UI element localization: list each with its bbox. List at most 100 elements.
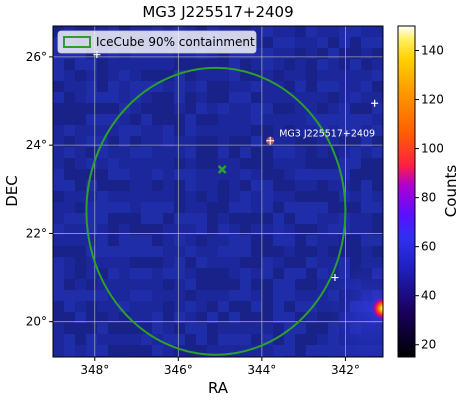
heatmap-cell	[174, 125, 185, 136]
heatmap-cell	[130, 158, 141, 169]
heatmap-cell	[141, 81, 152, 92]
heatmap-cell	[251, 125, 262, 136]
heatmap-cell	[86, 114, 97, 125]
heatmap-cell	[130, 323, 141, 334]
heatmap-cell	[185, 136, 196, 147]
heatmap-cell	[218, 191, 229, 202]
heatmap-cell	[64, 279, 75, 290]
heatmap-cell	[339, 147, 350, 158]
heatmap-cell	[53, 147, 64, 158]
heatmap-cell	[317, 290, 328, 301]
heatmap-cell	[273, 213, 284, 224]
heatmap-cell	[306, 70, 317, 81]
heatmap-cell	[185, 103, 196, 114]
heatmap-cell	[207, 125, 218, 136]
heatmap-cell	[218, 136, 229, 147]
heatmap-cell	[130, 202, 141, 213]
heatmap-cell	[53, 70, 64, 81]
heatmap-cell	[240, 334, 251, 345]
heatmap-cell	[97, 92, 108, 103]
heatmap-cell	[163, 345, 174, 356]
heatmap-cell	[229, 147, 240, 158]
heatmap-cell	[284, 268, 295, 279]
heatmap-cell	[152, 48, 163, 59]
heatmap-cell	[317, 246, 328, 257]
heatmap-cell	[218, 301, 229, 312]
heatmap-cell	[64, 323, 75, 334]
heatmap-cell	[163, 290, 174, 301]
heatmap-cell	[53, 246, 64, 257]
heatmap-cell	[152, 279, 163, 290]
heatmap-cell	[295, 59, 306, 70]
heatmap-cell	[372, 169, 383, 180]
heatmap-cell	[251, 345, 262, 356]
heatmap-cell	[317, 356, 328, 357]
heatmap-cell	[130, 125, 141, 136]
heatmap-cell	[97, 70, 108, 81]
heatmap-cell	[108, 356, 119, 357]
heatmap-cell	[64, 180, 75, 191]
heatmap-cell	[339, 169, 350, 180]
y-tick-label: 24°	[26, 138, 47, 152]
heatmap-cell	[108, 323, 119, 334]
heatmap-cell	[163, 81, 174, 92]
heatmap-cell	[141, 59, 152, 70]
heatmap-cell	[163, 334, 174, 345]
heatmap-cell	[306, 301, 317, 312]
heatmap-cell	[295, 334, 306, 345]
heatmap-cell	[64, 103, 75, 114]
heatmap-cell	[64, 202, 75, 213]
heatmap-cell	[108, 202, 119, 213]
heatmap-cell	[75, 257, 86, 268]
heatmap-cell	[262, 158, 273, 169]
heatmap-cell	[306, 191, 317, 202]
colorbar-label: Counts	[442, 165, 460, 218]
heatmap-cell	[174, 147, 185, 158]
heatmap-cell	[53, 48, 64, 59]
heatmap-cell	[119, 323, 130, 334]
heatmap-cell	[218, 59, 229, 70]
heatmap-cell	[185, 169, 196, 180]
heatmap-cell	[64, 70, 75, 81]
heatmap-cell	[262, 334, 273, 345]
heatmap-cell	[306, 59, 317, 70]
heatmap-cell	[86, 224, 97, 235]
heatmap-cell	[64, 268, 75, 279]
heatmap-cell	[207, 323, 218, 334]
heatmap-cell	[229, 301, 240, 312]
heatmap-cell	[273, 103, 284, 114]
heatmap-cell	[229, 235, 240, 246]
heatmap-cell	[108, 158, 119, 169]
heatmap-cell	[196, 114, 207, 125]
heatmap-cell	[372, 59, 383, 70]
heatmap-cell	[273, 147, 284, 158]
heatmap-cell	[317, 26, 328, 37]
heatmap-cell	[130, 246, 141, 257]
heatmap-cell	[262, 246, 273, 257]
heatmap-cell	[306, 147, 317, 158]
heatmap-cell	[229, 323, 240, 334]
heatmap-cell	[328, 37, 339, 48]
heatmap-cell	[273, 158, 284, 169]
heatmap-cell	[262, 312, 273, 323]
heatmap-cell	[174, 114, 185, 125]
heatmap-cell	[97, 103, 108, 114]
heatmap-cell	[262, 279, 273, 290]
heatmap-noise	[53, 26, 383, 357]
heatmap-cell	[361, 202, 372, 213]
heatmap-cell	[53, 345, 64, 356]
heatmap-cell	[185, 257, 196, 268]
heatmap-cell	[284, 356, 295, 357]
heatmap-cell	[350, 59, 361, 70]
heatmap-cell	[251, 290, 262, 301]
heatmap-cell	[207, 268, 218, 279]
heatmap-cell	[163, 180, 174, 191]
heatmap-cell	[108, 125, 119, 136]
heatmap-cell	[119, 279, 130, 290]
heatmap-cell	[361, 235, 372, 246]
heatmap-cell	[361, 37, 372, 48]
heatmap-cell	[130, 169, 141, 180]
heatmap-cell	[75, 125, 86, 136]
heatmap-cell	[339, 26, 350, 37]
heatmap-cell	[328, 213, 339, 224]
